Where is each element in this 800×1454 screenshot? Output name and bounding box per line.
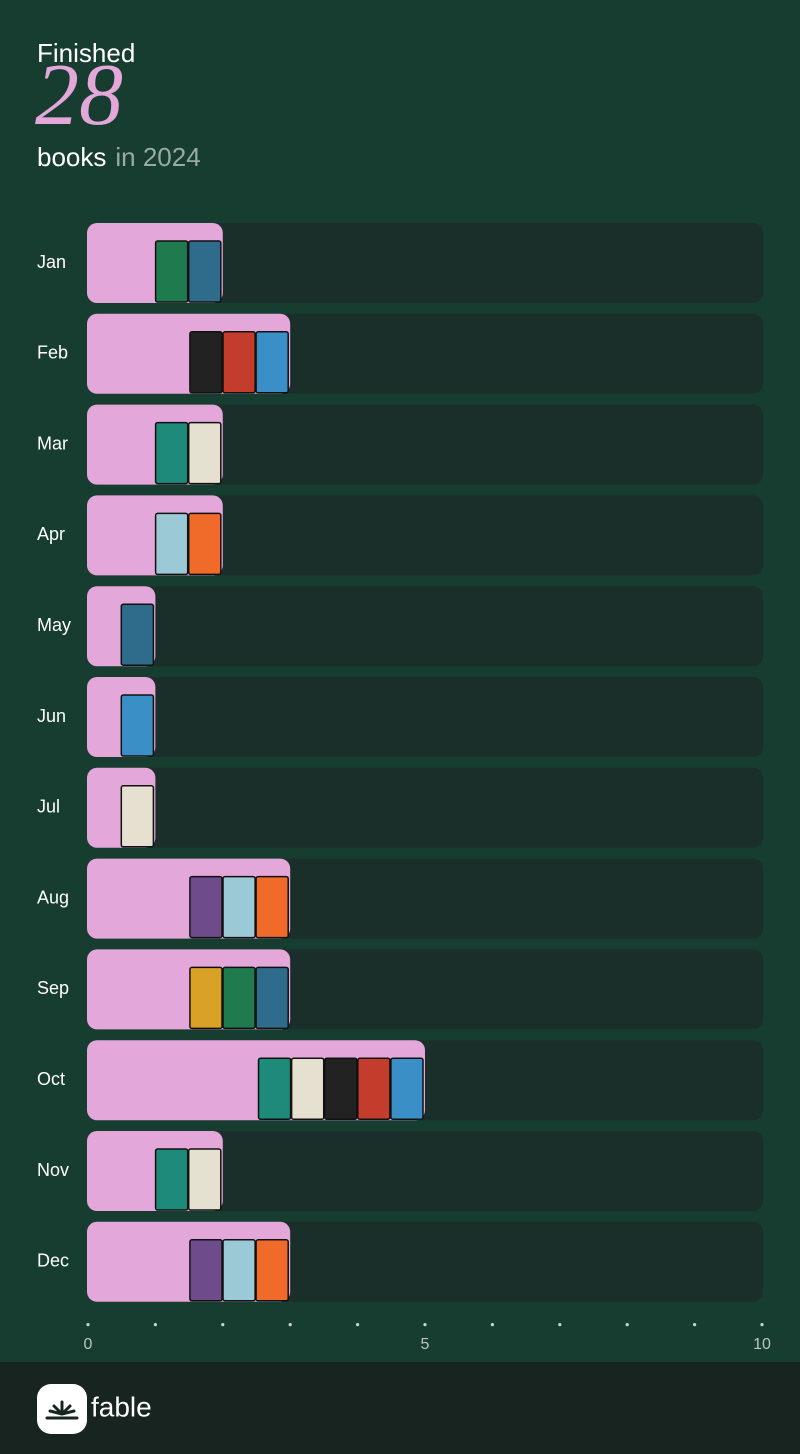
minor-tick [221,1323,225,1327]
book-cover [120,785,155,848]
book-cover [189,875,223,939]
book-cover [187,512,222,576]
bar-track [87,495,763,576]
y-tick-label: Nov [37,1160,69,1180]
book-cover [222,875,256,939]
y-tick-label: Jul [37,797,60,817]
minor-tick [625,1323,629,1327]
book-cover [187,240,222,303]
y-tick-label: Feb [37,343,68,363]
y-tick-label: Mar [37,433,68,453]
x-tick-label: 5 [421,1336,430,1353]
book-cover [189,1239,223,1302]
plot: Jan Feb Mar Apr May Jun Jul Aug Sep Oct Nov Dec 0 5 10 [37,223,771,1353]
minor-tick [490,1323,494,1327]
header-unit: books [37,142,106,172]
y-tick-label: Jan [37,252,66,272]
minor-tick [153,1323,157,1327]
y-tick-label: Aug [37,887,69,907]
bar-track [87,404,763,485]
book-cover [187,421,222,485]
book-cover [154,421,189,485]
book-cover [189,331,223,394]
book-cover [222,966,256,1030]
y-tick-label: Sep [37,978,69,998]
header-period: in 2024 [115,142,200,172]
bar-track [87,677,763,757]
bar-track [87,223,763,303]
book-cover [255,331,289,394]
y-tick-label: May [37,615,71,635]
book-cover [323,1057,358,1120]
minor-tick [558,1323,562,1327]
minor-tick [693,1323,697,1327]
book-cover [255,1239,289,1302]
book-cover [255,966,289,1030]
book-cover [255,875,289,939]
brand-name: fable [91,1391,152,1422]
book-cover [290,1057,325,1120]
x-tick-label: 0 [84,1336,93,1353]
book-cover [189,966,223,1030]
book-cover [154,512,189,576]
book-cover [357,1057,391,1120]
y-tick-label: Jun [37,706,66,726]
book-cover [120,603,155,666]
minor-tick [288,1323,292,1327]
book-cover [120,694,155,757]
header-total: 28 [35,47,123,144]
book-cover [187,1148,222,1211]
book-cover [154,240,189,303]
header-title: Finished [37,38,135,68]
x-tick-label: 10 [753,1336,771,1353]
minor-tick [356,1323,360,1327]
bar-track [87,1131,763,1211]
book-cover [154,1148,189,1211]
book-cover [257,1057,292,1120]
logo-sun [45,1400,79,1420]
bar-track [87,767,763,848]
footer-bar [0,1362,800,1454]
book-cover [222,1239,256,1302]
book-cover [390,1057,424,1120]
bar-track [87,586,763,667]
book-cover [222,331,256,394]
y-tick-label: Oct [37,1069,65,1089]
header-subtitle: books in 2024 [37,142,201,172]
y-tick-label: Apr [37,524,65,544]
y-tick-label: Dec [37,1251,69,1271]
